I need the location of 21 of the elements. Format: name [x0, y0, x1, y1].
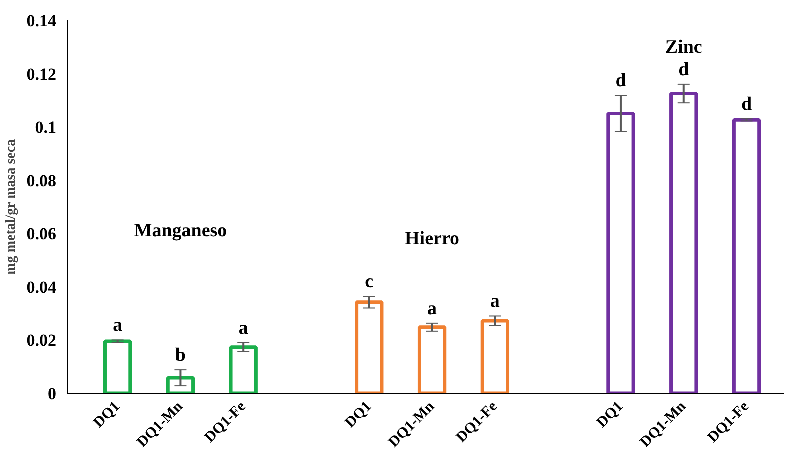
- y-tick-label: 0.08: [26, 171, 56, 190]
- y-tick-label: 0.06: [26, 224, 56, 244]
- y-tick-label: 0.12: [26, 64, 56, 84]
- data-label: d: [678, 59, 690, 80]
- y-tick-label: 0.14: [26, 12, 57, 30]
- annotation: Manganeso: [134, 220, 228, 242]
- data-label: b: [175, 345, 186, 366]
- annotation: Zinc: [665, 36, 702, 58]
- y-axis-title: mg metal/gr masa seca: [4, 139, 19, 275]
- data-label: a: [113, 315, 124, 336]
- data-label: d: [616, 70, 627, 92]
- y-tick-label: 0.02: [26, 331, 56, 350]
- annotation: Hierro: [405, 228, 460, 250]
- y-tick-label: 0: [48, 384, 56, 404]
- y-tick-label: 0.1: [35, 118, 56, 138]
- data-label: a: [490, 291, 500, 312]
- y-tick-label: 0.04: [26, 278, 57, 297]
- data-label: c: [365, 272, 374, 293]
- data-label: a: [238, 318, 249, 339]
- data-label: d: [741, 94, 752, 116]
- data-label: a: [428, 298, 438, 320]
